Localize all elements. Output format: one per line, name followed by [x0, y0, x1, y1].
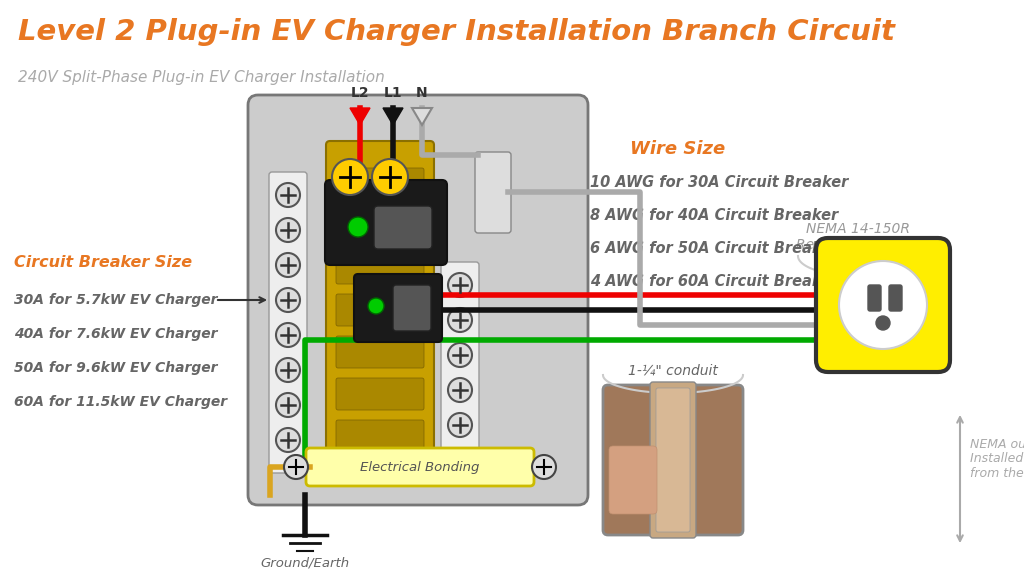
Text: 8 AWG for 40A Circuit Breaker: 8 AWG for 40A Circuit Breaker: [590, 208, 839, 223]
Text: Wire Size: Wire Size: [630, 140, 725, 158]
Text: L1: L1: [384, 86, 402, 100]
Text: N: N: [416, 86, 428, 100]
Circle shape: [276, 428, 300, 452]
FancyBboxPatch shape: [336, 252, 424, 284]
Circle shape: [332, 159, 368, 195]
Text: Level 2 Plug-in EV Charger Installation Branch Circuit: Level 2 Plug-in EV Charger Installation …: [18, 18, 895, 46]
FancyBboxPatch shape: [609, 446, 657, 514]
Circle shape: [276, 183, 300, 207]
FancyBboxPatch shape: [889, 285, 902, 311]
FancyBboxPatch shape: [248, 95, 588, 505]
FancyBboxPatch shape: [336, 336, 424, 368]
Circle shape: [449, 378, 472, 402]
Circle shape: [839, 261, 927, 349]
Text: 30A for 5.7kW EV Charger: 30A for 5.7kW EV Charger: [14, 293, 217, 307]
FancyBboxPatch shape: [475, 152, 511, 233]
Circle shape: [284, 455, 308, 479]
FancyBboxPatch shape: [325, 180, 447, 265]
FancyBboxPatch shape: [374, 206, 432, 249]
Text: Electrical Bonding: Electrical Bonding: [360, 460, 479, 473]
Text: 50A for 9.6kW EV Charger: 50A for 9.6kW EV Charger: [14, 361, 217, 375]
Circle shape: [449, 413, 472, 437]
Polygon shape: [412, 108, 432, 125]
FancyBboxPatch shape: [269, 172, 307, 473]
FancyBboxPatch shape: [336, 420, 424, 452]
Circle shape: [449, 343, 472, 367]
Circle shape: [276, 323, 300, 347]
Text: 60A for 11.5kW EV Charger: 60A for 11.5kW EV Charger: [14, 395, 227, 409]
FancyBboxPatch shape: [336, 210, 424, 242]
FancyBboxPatch shape: [354, 274, 442, 342]
Circle shape: [449, 273, 472, 297]
Text: 40A for 7.6kW EV Charger: 40A for 7.6kW EV Charger: [14, 327, 217, 341]
FancyBboxPatch shape: [650, 382, 696, 538]
Circle shape: [532, 455, 556, 479]
Text: 240V Split-Phase Plug-in EV Charger Installation: 240V Split-Phase Plug-in EV Charger Inst…: [18, 70, 385, 85]
Circle shape: [276, 253, 300, 277]
Circle shape: [372, 159, 408, 195]
Circle shape: [276, 218, 300, 242]
FancyBboxPatch shape: [336, 294, 424, 326]
Circle shape: [276, 288, 300, 312]
Text: 4 AWG for 60A Circuit Breaker: 4 AWG for 60A Circuit Breaker: [590, 274, 839, 289]
Circle shape: [348, 217, 368, 237]
FancyBboxPatch shape: [656, 388, 690, 532]
FancyBboxPatch shape: [336, 168, 424, 200]
FancyBboxPatch shape: [306, 448, 534, 486]
FancyBboxPatch shape: [326, 141, 434, 479]
Circle shape: [368, 298, 384, 314]
Text: Circuit Breaker Size: Circuit Breaker Size: [14, 255, 193, 270]
Circle shape: [449, 308, 472, 332]
Circle shape: [876, 316, 890, 330]
Polygon shape: [383, 108, 403, 125]
Text: L2: L2: [350, 86, 370, 100]
FancyBboxPatch shape: [603, 385, 743, 535]
Text: NEMA outlet
Installed 20-26"
from the ground: NEMA outlet Installed 20-26" from the gr…: [970, 438, 1024, 480]
FancyBboxPatch shape: [336, 378, 424, 410]
Text: 1-¼" conduit: 1-¼" conduit: [628, 364, 718, 378]
FancyBboxPatch shape: [393, 285, 431, 331]
FancyBboxPatch shape: [441, 262, 479, 468]
FancyBboxPatch shape: [868, 285, 881, 311]
Polygon shape: [350, 108, 370, 125]
Text: NEMA 14-150R: NEMA 14-150R: [806, 222, 910, 236]
Text: 10 AWG for 30A Circuit Breaker: 10 AWG for 30A Circuit Breaker: [590, 175, 848, 190]
Circle shape: [276, 358, 300, 382]
Text: 6 AWG for 50A Circuit Breaker: 6 AWG for 50A Circuit Breaker: [590, 241, 839, 256]
Circle shape: [276, 393, 300, 417]
FancyBboxPatch shape: [816, 238, 950, 372]
Text: Ground/Earth: Ground/Earth: [260, 557, 349, 570]
Text: Receptacle Outlet: Receptacle Outlet: [796, 238, 921, 252]
